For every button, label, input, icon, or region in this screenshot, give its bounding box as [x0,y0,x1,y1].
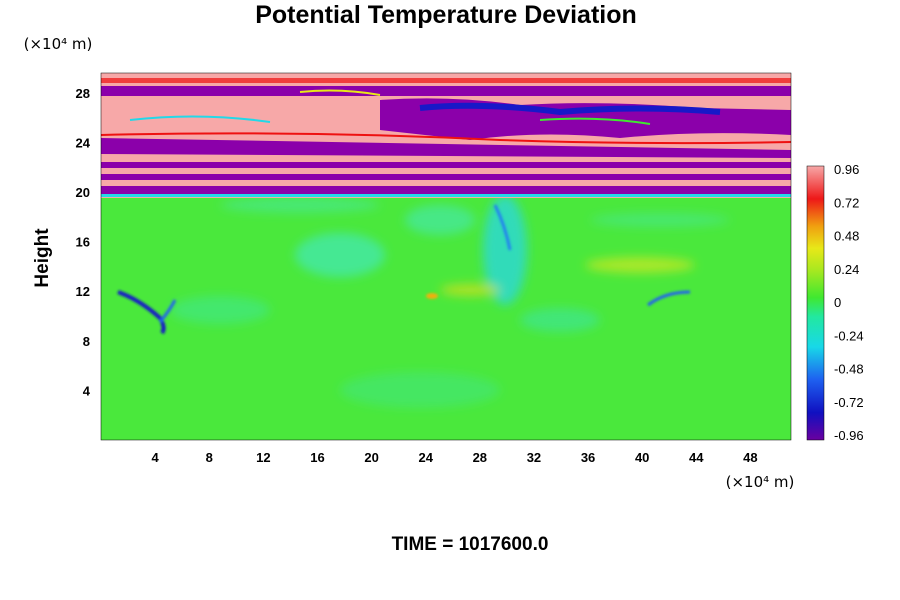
light-band-mid [220,197,380,213]
y-axis-label: Height [32,228,53,288]
y-tick-label: 28 [76,86,90,101]
purple-band-lower [101,162,791,168]
colorbar-tick-label: 0.24 [834,262,859,277]
yellow-band-mid [440,284,500,296]
x-tick-label: 28 [473,450,487,465]
light-patch-bottom [340,372,500,408]
cyan-patch-left [295,233,385,277]
colorbar-tick-label: 0.48 [834,229,859,244]
cyan-edge [101,194,791,197]
x-tick-label: 36 [581,450,595,465]
purple-band-top [101,86,791,96]
lower-field-features [170,195,730,408]
yellow-wisps [299,89,381,96]
colorbar-tick-label: -0.96 [834,428,864,443]
x-tick-label: 24 [418,450,433,465]
x-tick-label: 20 [364,450,378,465]
y-tick-labels: 4 8 12 16 20 24 28 [76,86,91,399]
plot-frame [100,72,792,441]
colorbar-tick-label: 0 [834,295,841,310]
filament-right [647,290,691,307]
purple-band-base [101,186,791,194]
cyan-wisps [129,115,271,123]
cyan-plume-center [483,195,527,305]
y-tick-label: 16 [76,235,90,250]
light-patch-left [170,296,270,324]
colorbar-tick-label: -0.72 [834,395,864,410]
x-tick-label: 8 [206,450,213,465]
x-tick-label: 4 [152,450,160,465]
x-tick-labels: 4 8 12 16 20 24 28 32 36 40 44 48 [152,450,758,465]
upper-turbulent-layer [101,73,791,198]
yellow-spot [426,293,438,299]
blue-filaments [117,204,691,335]
colorbar-tick-labels: 0.96 0.72 0.48 0.24 0 -0.24 -0.48 -0.72 -0.96 [834,162,864,443]
x-tick-label: 12 [256,450,270,465]
x-axis-unit: (×10⁴ m) [726,473,795,491]
blue-swirl-band [419,102,721,116]
filament-center [493,204,512,251]
light-band-right [590,213,730,227]
colorbar [806,165,825,441]
x-tick-label: 40 [635,450,649,465]
y-tick-label: 12 [76,284,90,299]
x-tick-label: 44 [689,450,704,465]
x-tick-label: 32 [527,450,541,465]
green-wisps [539,117,651,125]
filament-left [117,290,166,335]
x-tick-label: 16 [310,450,324,465]
chart-title: Potential Temperature Deviation [255,1,637,29]
red-band [101,78,791,83]
filament-left-hook [158,299,177,323]
y-axis-unit: (×10⁴ m) [24,35,93,53]
y-tick-label: 20 [76,185,90,200]
colorbar-tick-label: -0.48 [834,362,864,377]
yellow-band-right [585,257,695,273]
cyan-patch-low [520,308,600,332]
y-tick-label: 4 [83,383,91,398]
y-tick-label: 8 [83,334,90,349]
y-tick-label: 24 [76,135,91,150]
heatmap-field [101,73,791,440]
time-label: TIME = 1017600.0 [392,534,549,555]
x-tick-label: 48 [743,450,757,465]
colorbar-tick-label: -0.24 [834,328,864,343]
purple-band-mid [101,138,791,158]
red-band-mid [101,132,791,145]
colorbar-tick-label: 0.96 [834,162,859,177]
cyan-patch-upper [405,205,475,235]
purple-band-low [101,174,791,180]
colorbar-tick-label: 0.72 [834,195,859,210]
